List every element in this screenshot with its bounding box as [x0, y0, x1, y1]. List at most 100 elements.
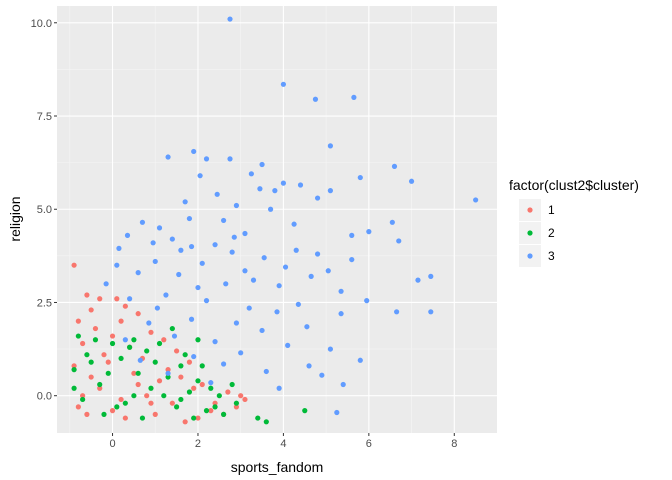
- data-point: [118, 318, 124, 324]
- data-point: [122, 303, 128, 309]
- data-point: [212, 404, 218, 410]
- data-point: [124, 232, 131, 238]
- legend-entries: 1 2 3: [519, 199, 555, 267]
- data-point: [122, 337, 128, 343]
- data-point: [191, 353, 197, 360]
- data-point: [272, 188, 278, 194]
- data-point: [233, 320, 240, 326]
- data-point: [274, 309, 280, 315]
- data-point: [109, 340, 116, 347]
- data-point: [242, 268, 248, 274]
- axis-layer: 0 2 4 6 8 0.0 2.5 5.0 7.5 10.0: [31, 18, 458, 450]
- data-point: [105, 359, 111, 365]
- data-point: [225, 389, 231, 395]
- y-axis-title: religion: [7, 196, 23, 241]
- data-point: [233, 400, 240, 406]
- data-point: [97, 385, 103, 391]
- legend-key-point: [527, 230, 533, 236]
- data-point: [97, 296, 103, 302]
- data-point: [169, 325, 175, 332]
- data-point: [221, 217, 227, 224]
- data-point: [178, 374, 184, 380]
- data-point: [394, 309, 400, 315]
- data-point: [391, 163, 398, 169]
- data-point: [154, 305, 160, 311]
- data-point: [246, 305, 252, 311]
- data-point: [131, 337, 137, 343]
- data-point: [216, 393, 222, 399]
- data-point: [357, 357, 363, 363]
- data-point: [161, 337, 167, 343]
- data-point: [148, 400, 154, 406]
- data-point: [109, 333, 116, 339]
- data-point: [231, 234, 237, 240]
- x-axis-title: sports_fandom: [231, 459, 324, 475]
- data-point: [319, 372, 325, 378]
- data-point: [267, 206, 274, 212]
- data-point: [103, 281, 109, 287]
- data-point: [195, 337, 201, 343]
- legend-label: 2: [548, 226, 555, 240]
- data-point: [165, 154, 171, 160]
- data-point: [135, 370, 141, 376]
- data-point: [304, 324, 310, 330]
- data-point: [327, 188, 333, 194]
- data-point: [396, 238, 402, 244]
- series-2: [71, 325, 308, 425]
- data-point: [428, 309, 434, 315]
- data-point: [221, 361, 227, 367]
- data-point: [203, 156, 210, 162]
- data-point: [233, 202, 240, 209]
- data-point: [212, 242, 218, 248]
- data-point: [188, 243, 195, 250]
- legend-label: 1: [548, 203, 555, 217]
- data-point: [92, 337, 99, 343]
- data-point: [349, 256, 355, 263]
- x-tick-label: 2: [195, 438, 201, 450]
- data-point: [118, 355, 124, 362]
- data-point: [242, 396, 248, 403]
- data-point: [191, 148, 197, 155]
- data-point: [186, 215, 193, 222]
- data-point: [338, 288, 344, 294]
- data-point: [302, 408, 308, 414]
- data-point: [233, 404, 240, 410]
- data-point: [191, 385, 197, 391]
- data-point: [71, 367, 77, 373]
- data-point: [276, 385, 282, 391]
- data-point: [415, 277, 421, 283]
- data-point: [199, 381, 205, 388]
- data-point: [139, 219, 146, 225]
- data-point: [327, 346, 333, 352]
- data-point: [101, 411, 107, 417]
- points-layer: [71, 16, 479, 425]
- data-point: [163, 292, 169, 298]
- data-point: [171, 333, 178, 339]
- data-point: [428, 273, 434, 279]
- data-point: [389, 219, 395, 225]
- data-point: [221, 411, 227, 417]
- data-point: [182, 352, 188, 358]
- data-point: [325, 268, 331, 274]
- data-point: [280, 180, 287, 186]
- data-point: [152, 258, 158, 265]
- data-point: [169, 400, 175, 406]
- data-point: [75, 318, 81, 324]
- data-point: [131, 370, 137, 376]
- legend-title: factor(clust2$cluster): [509, 177, 639, 193]
- data-point: [114, 262, 120, 268]
- data-point: [178, 247, 184, 253]
- data-point: [152, 359, 158, 365]
- data-point: [146, 320, 152, 326]
- data-point: [182, 199, 188, 205]
- y-tick-label: 0.0: [37, 391, 52, 403]
- legend-entry-3: 3: [519, 245, 555, 267]
- data-point: [135, 311, 141, 317]
- data-point: [80, 393, 86, 399]
- data-point: [351, 94, 357, 100]
- data-point: [248, 171, 254, 177]
- data-point: [295, 301, 301, 307]
- data-point: [308, 273, 314, 279]
- data-point: [199, 363, 205, 369]
